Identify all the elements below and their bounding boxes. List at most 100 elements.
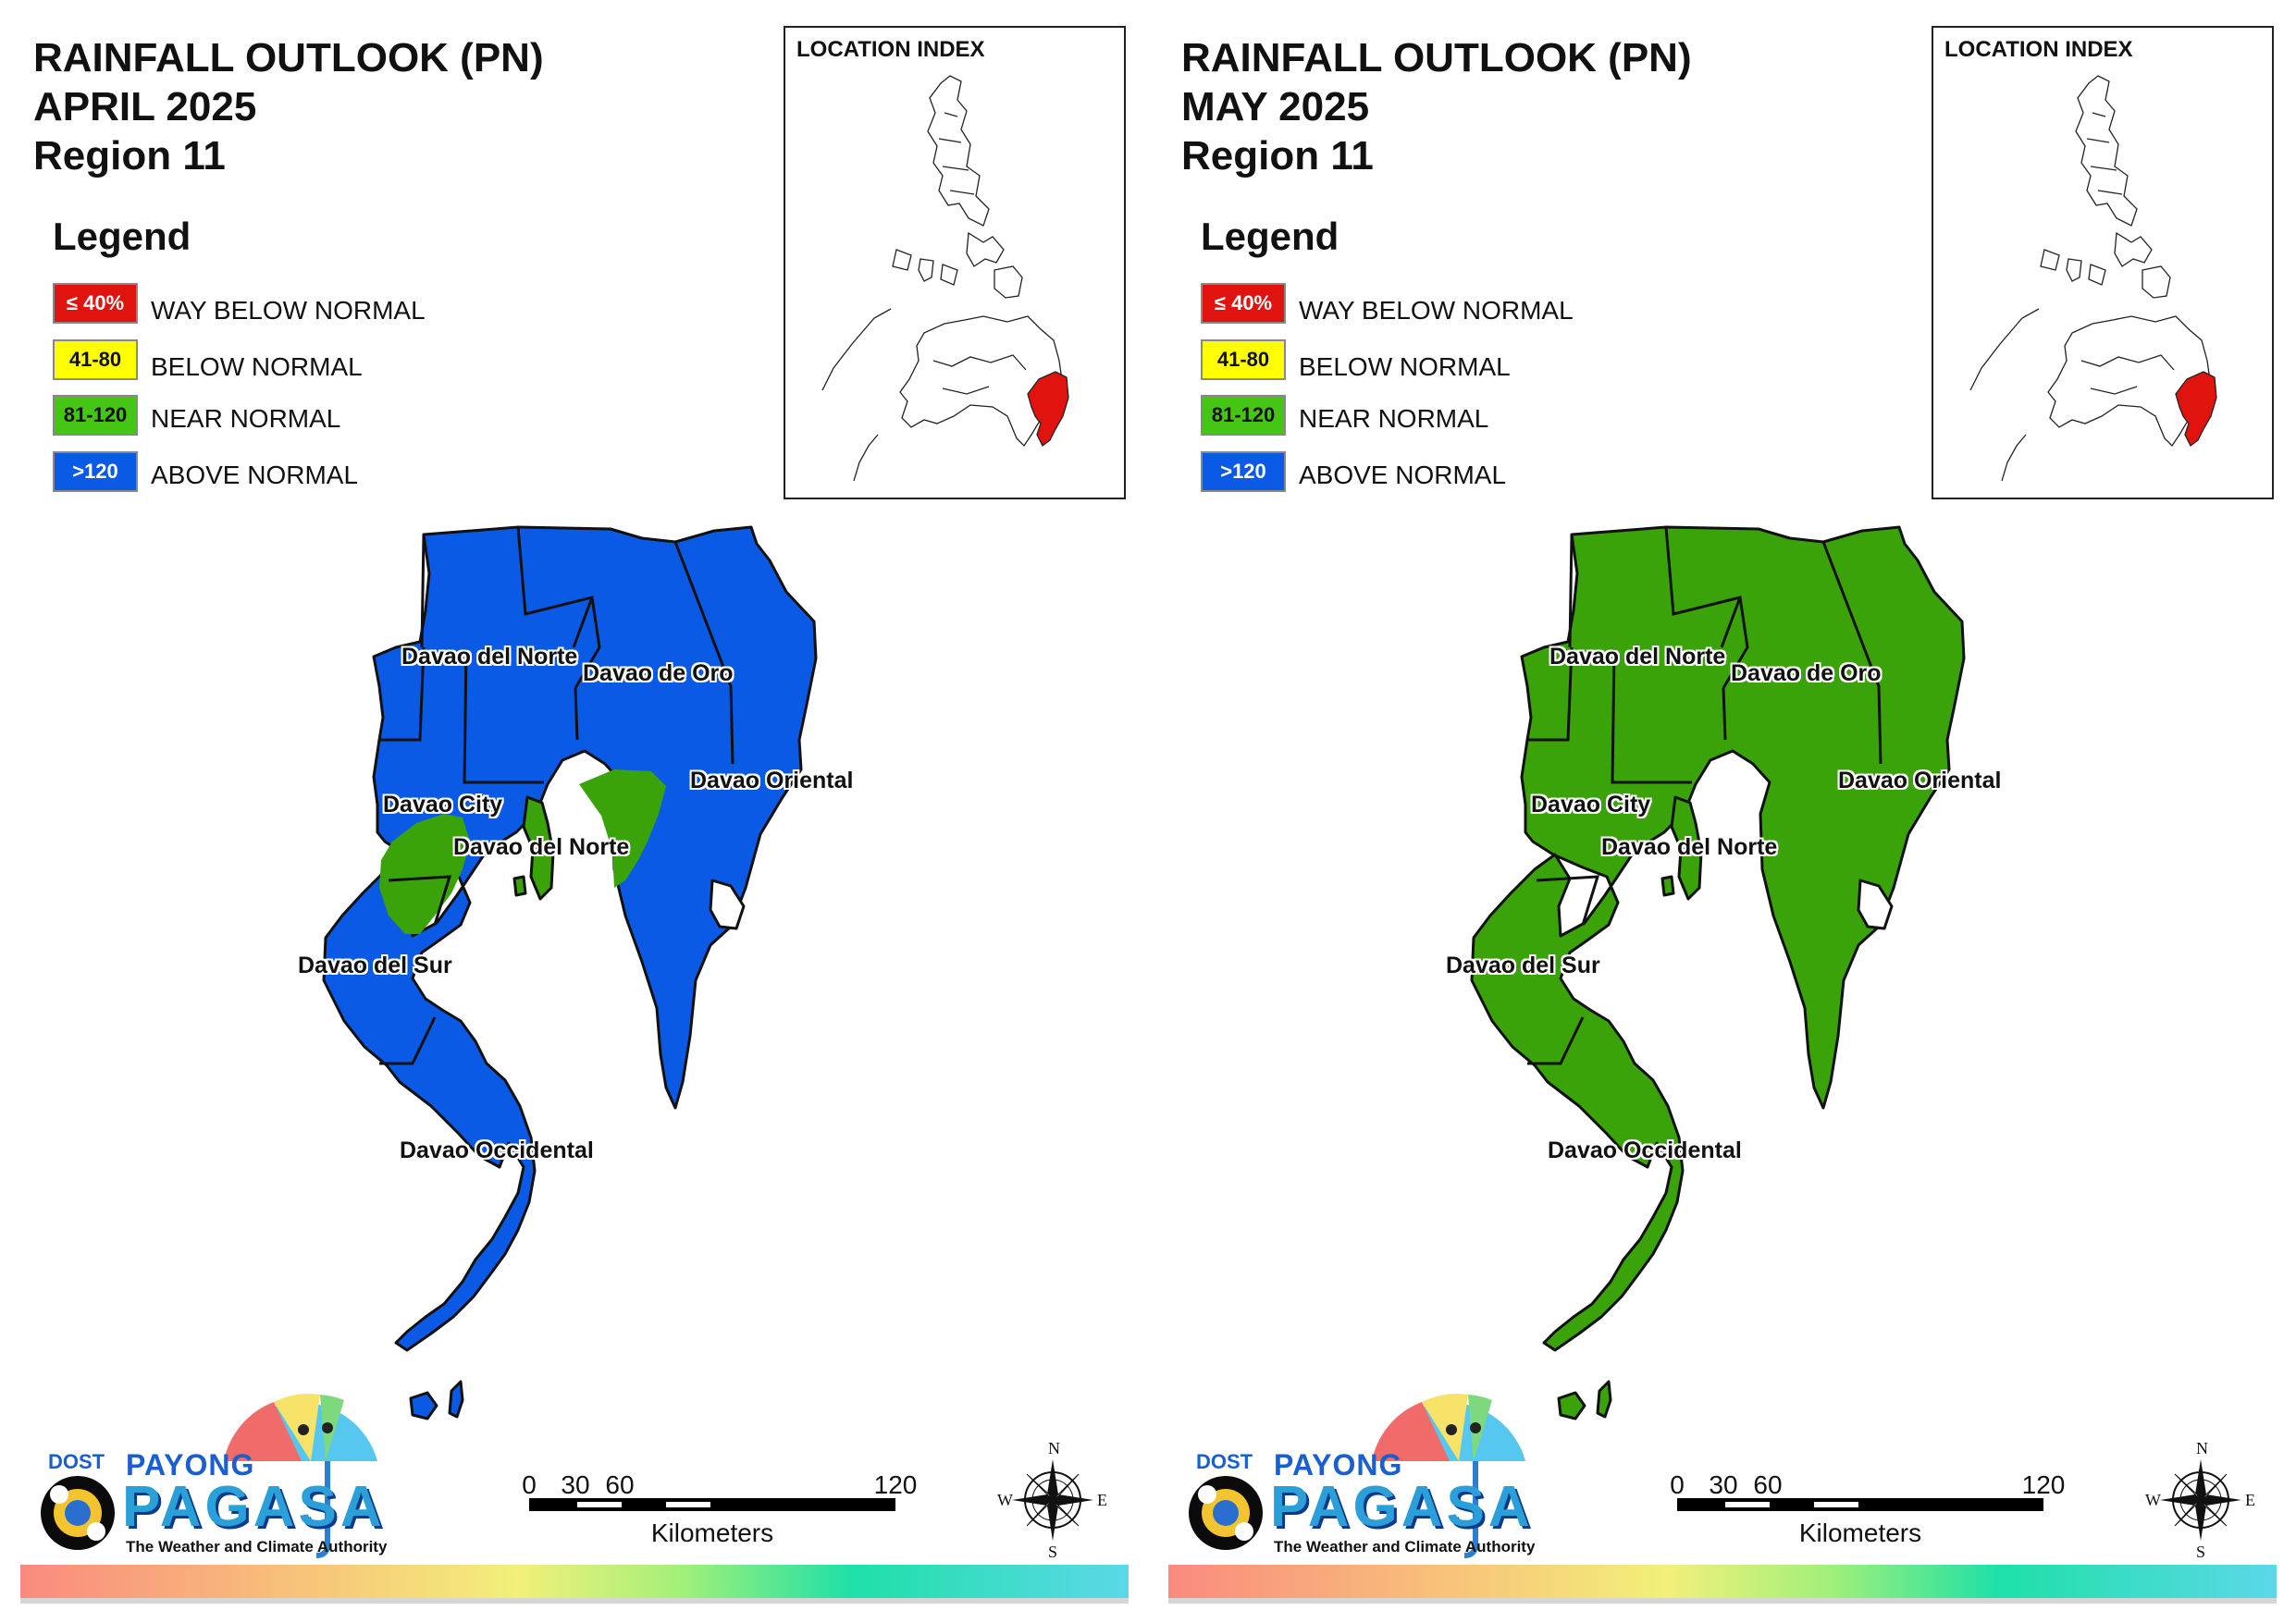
title-region: Region 11: [33, 133, 226, 178]
compass-w-label: W: [997, 1491, 1013, 1509]
province-boundary: [1720, 596, 1742, 648]
location-index: LOCATION INDEX: [1932, 26, 2274, 499]
payong-pagasa-logo: DOST PAYONG PAGASA The Weather and Climate …: [1181, 1387, 1542, 1563]
footer-line: [20, 1598, 1129, 1604]
inland-water: [1857, 879, 1894, 930]
legend-label: NEAR NORMAL: [1299, 404, 1489, 433]
legend-swatch: 81-120: [53, 395, 138, 436]
logo-payong-text: PAYONG: [126, 1448, 255, 1482]
compass-s-label: S: [2196, 1543, 2206, 1561]
place-label-davao-del-sur: Davao del Sur: [1446, 953, 1600, 978]
legend-title: Legend: [1201, 215, 1339, 258]
place-label-davao-oriental: Davao Oriental: [1838, 768, 2002, 793]
outlook-panel-april: RAINFALL OUTLOOK (PN) APRIL 2025 Region …: [20, 26, 1129, 1604]
philippines-outline: [1969, 75, 2217, 482]
compass-e-label: E: [1097, 1491, 1107, 1509]
sarangani-island: [448, 1380, 464, 1419]
province-boundary: [1611, 648, 1692, 784]
logo-tagline: The Weather and Climate Authority: [126, 1538, 388, 1555]
small-island: [1660, 875, 1675, 897]
umbrella-icon: [41, 1394, 377, 1558]
scale-tick: 30: [1709, 1470, 1738, 1499]
logo-dost-text: DOST: [1196, 1450, 1253, 1473]
compass-s-label: S: [1048, 1543, 1058, 1561]
region-map-0: [322, 525, 818, 1420]
scale-bar: 0 30 60 120 Kilometers: [1670, 1470, 2065, 1581]
province-boundary: [379, 1016, 437, 1065]
region-map-1: [1470, 525, 1966, 1420]
legend-swatch: 81-120: [1201, 395, 1286, 436]
scale-unit: Kilometers: [650, 1518, 774, 1547]
footer-gradient-bar: [20, 1565, 1129, 1598]
place-label-davao-city: Davao City: [1531, 792, 1651, 818]
province-boundary: [574, 687, 579, 741]
legend-swatch: >120: [53, 451, 138, 492]
location-index-title: LOCATION INDEX: [1944, 37, 2133, 62]
umbrella-icon: [1189, 1394, 1525, 1558]
philippines-outline: [821, 75, 1069, 482]
panel-title: RAINFALL OUTLOOK (PN) APRIL 2025 Region …: [33, 33, 544, 180]
place-label-davao-de-oro: Davao de Oro: [583, 660, 734, 686]
legend-swatch: ≤ 40%: [53, 283, 138, 324]
legend-label: ABOVE NORMAL: [151, 461, 359, 489]
place-label-davao-del-sur: Davao del Sur: [298, 953, 452, 978]
compass-rose-icon: N S E W: [997, 1439, 1108, 1561]
location-index-title: LOCATION INDEX: [796, 37, 985, 62]
scale-unit: Kilometers: [1798, 1518, 1922, 1547]
compass-e-label: E: [2245, 1491, 2255, 1509]
footer-line: [1168, 1598, 2277, 1604]
province-boundary: [1722, 687, 1727, 741]
balut-island: [409, 1391, 438, 1420]
outlook-panel-may: RAINFALL OUTLOOK (PN) MAY 2025 Region 11…: [1148, 0, 2296, 1623]
sarangani-island: [1596, 1380, 1612, 1419]
province-boundary: [379, 646, 426, 742]
logo-tagline: The Weather and Climate Authority: [1274, 1538, 1536, 1555]
legend-label: BELOW NORMAL: [1299, 352, 1511, 381]
legend-swatch: ≤ 40%: [1201, 283, 1286, 324]
legend-label: BELOW NORMAL: [151, 352, 363, 381]
logo-pagasa-text: PAGASA: [1270, 1475, 1534, 1539]
province-boundary: [1536, 875, 1600, 926]
inland-water: [709, 879, 746, 930]
region-11-highlight: [1027, 371, 1069, 447]
legend-title: Legend: [53, 215, 191, 258]
legend-label: WAY BELOW NORMAL: [151, 296, 426, 325]
place-label-davao-city: Davao City: [383, 792, 503, 818]
scale-bar-graphic: [529, 1498, 895, 1511]
scale-bar: 0 30 60 120 Kilometers: [522, 1470, 917, 1581]
province-boundary: [463, 648, 544, 784]
legend-swatch: 41-80: [53, 339, 138, 380]
scale-bar-graphic: [1677, 1498, 2043, 1511]
compass-n-label: N: [2196, 1439, 2208, 1457]
small-island: [512, 875, 527, 897]
title-month: MAY 2025: [1181, 84, 1370, 129]
location-index: LOCATION INDEX: [784, 26, 1126, 499]
legend-label: ABOVE NORMAL: [1299, 461, 1507, 489]
footer-gradient-bar: [1168, 1565, 2277, 1598]
title-month: APRIL 2025: [33, 84, 257, 129]
samal-island: [1670, 795, 1703, 901]
payong-pagasa-logo: DOST PAYONG PAGASA The Weather and Climate …: [33, 1387, 394, 1563]
samal-island: [522, 795, 555, 901]
place-label-davao-occidental: Davao Occidental: [400, 1137, 594, 1163]
province-boundary: [572, 596, 594, 648]
scale-tick: 0: [522, 1470, 537, 1499]
legend-swatch: 41-80: [1201, 339, 1286, 380]
panel-title: RAINFALL OUTLOOK (PN) MAY 2025 Region 11: [1181, 33, 1692, 180]
compass-rose-icon: N S E W: [2145, 1439, 2256, 1561]
province-boundary: [420, 534, 426, 648]
scale-tick: 120: [873, 1470, 918, 1499]
province-boundary: [1568, 534, 1574, 648]
legend-label: NEAR NORMAL: [151, 404, 341, 433]
title-line-1: RAINFALL OUTLOOK (PN): [33, 35, 544, 80]
logo-pagasa-text: PAGASA: [122, 1475, 386, 1539]
province-boundary: [1821, 541, 1882, 765]
logo-dost-text: DOST: [48, 1450, 105, 1473]
scale-tick: 0: [1670, 1470, 1685, 1499]
place-label-davao-oriental: Davao Oriental: [690, 768, 854, 793]
scale-tick: 120: [2021, 1470, 2066, 1499]
province-boundary: [1527, 1016, 1585, 1065]
compass-w-label: W: [2145, 1491, 2161, 1509]
province-boundary: [388, 875, 452, 926]
place-label-davao-de-oro: Davao de Oro: [1731, 660, 1882, 686]
